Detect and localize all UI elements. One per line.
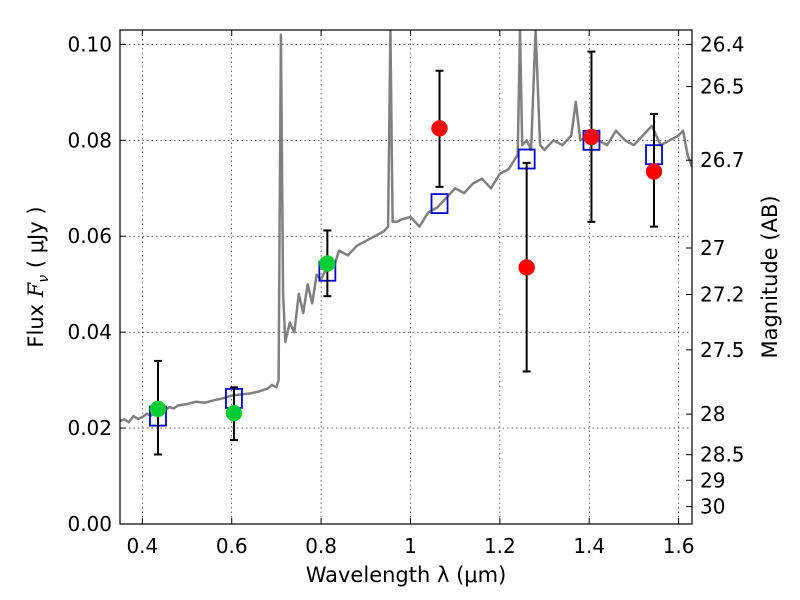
data-point (518, 259, 535, 276)
data-point (583, 128, 600, 146)
y-tick-label: 0.00 (67, 512, 112, 536)
model-square-marker (430, 193, 449, 215)
x-axis-title: Wavelength λ (μm) (306, 563, 507, 587)
series-layer (120, 30, 692, 456)
y2-tick-label: 30 (700, 495, 725, 519)
y2-tick-label: 29 (700, 468, 725, 492)
y-axis-title-prefix: Flux (24, 297, 48, 347)
data-point (149, 400, 167, 418)
x-tick-label: 1.4 (573, 534, 605, 558)
y2-tick-label: 28.5 (700, 443, 745, 467)
y-tick-label: 0.02 (67, 416, 112, 440)
data-point (645, 163, 663, 180)
axis-ticks: 0.4 0.6 0.8 1 1.2 1.4 1.6 0.00 0.02 0.04 0.06 0.08 0… (67, 30, 745, 558)
x-tick-label: 1.2 (484, 534, 516, 558)
y-tick-label: 0.04 (67, 320, 112, 344)
y-tick-label: 0.08 (67, 128, 112, 152)
x-tick-label: 1.6 (663, 534, 695, 558)
plot-background (120, 30, 692, 524)
y-tick-label: 0.10 (67, 32, 112, 56)
x-tick-label: 0.8 (305, 534, 337, 558)
y-axis-title-subscript: ν (36, 275, 52, 283)
data-point (319, 255, 336, 272)
y2-tick-label: 26.5 (700, 75, 745, 99)
data-point (225, 404, 243, 422)
x-tick-label: 0.6 (216, 534, 248, 558)
x-tick-label: 0.4 (126, 534, 158, 558)
y-axis-title-symbol: F (24, 281, 48, 298)
y2-tick-label: 27.2 (700, 282, 745, 306)
y-axis-title-suffix: ( μJy ) (24, 206, 48, 274)
plot-area (120, 30, 692, 456)
y2-tick-label: 26.4 (700, 32, 745, 56)
plot-frame (119, 29, 693, 525)
y2-tick-label: 27.5 (700, 338, 745, 362)
y2-tick-label: 27 (700, 236, 725, 260)
y-tick-label: 0.06 (67, 224, 112, 248)
x-tick-label: 1 (404, 534, 417, 558)
y2-tick-label: 28 (700, 402, 725, 426)
y2-axis-title: Magnitude (AB) (758, 195, 782, 358)
data-point (431, 120, 448, 137)
y-axis-title: Flux Fν ( μJy ) (24, 206, 52, 347)
y2-tick-label: 26.7 (700, 148, 745, 172)
spectrum-line (120, 30, 692, 424)
